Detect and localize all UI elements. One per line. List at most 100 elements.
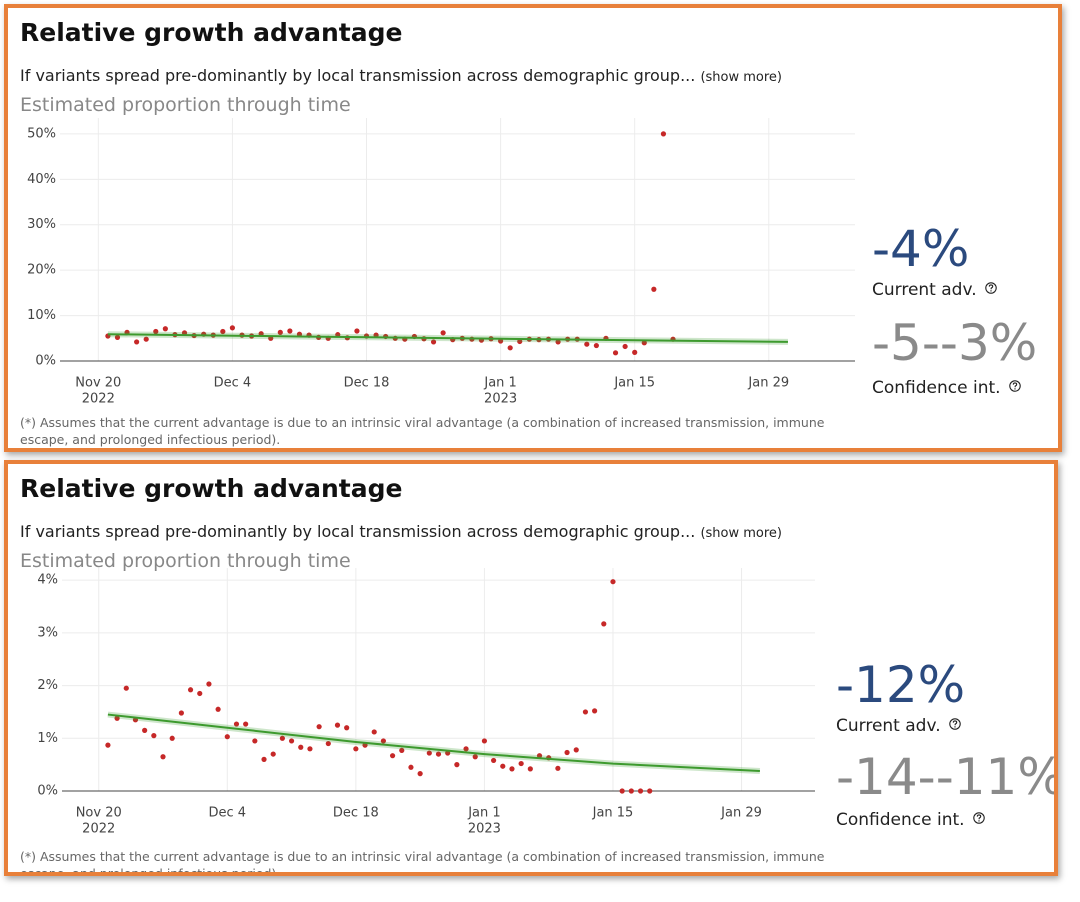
current-value: -4% <box>872 220 970 278</box>
data-point <box>454 762 460 768</box>
data-point <box>224 734 230 740</box>
show-more[interactable]: (show more) <box>700 70 782 85</box>
data-point <box>277 329 283 335</box>
data-point <box>651 286 657 292</box>
data-point <box>555 339 561 345</box>
help-icon[interactable] <box>985 282 997 294</box>
data-point <box>573 747 579 753</box>
data-point <box>233 721 240 727</box>
current-value: -12% <box>836 656 966 714</box>
data-point <box>123 685 129 691</box>
data-point <box>555 765 561 771</box>
chart-title: Estimated proportion through time <box>20 94 351 116</box>
data-point <box>527 766 533 772</box>
data-point <box>647 788 653 794</box>
data-point <box>500 763 506 769</box>
data-point <box>143 336 149 342</box>
confidence-value: -5--3% <box>872 314 1038 372</box>
footnote: (*) Assumes that the current advantage i… <box>20 415 825 447</box>
description-text: If variants spread pre-dominantly by loc… <box>20 66 696 85</box>
data-point <box>584 341 590 347</box>
y-tick-label: 3% <box>37 625 58 640</box>
data-point <box>481 738 488 744</box>
panel: Relative growth advantage If variants spr… <box>4 4 1062 452</box>
data-point <box>151 733 157 739</box>
data-point <box>287 328 293 334</box>
data-point <box>261 756 267 762</box>
data-point <box>619 788 625 794</box>
x-tick-label: Dec 4 <box>209 806 247 821</box>
data-point <box>298 744 304 750</box>
help-icon[interactable] <box>949 718 961 730</box>
data-point <box>463 746 469 752</box>
panel-title: Relative growth advantage <box>20 18 403 47</box>
data-point <box>229 325 236 331</box>
data-point <box>114 715 120 721</box>
data-point <box>354 328 360 334</box>
fit-line <box>107 713 760 772</box>
x-tick-year: 2022 <box>82 822 115 837</box>
y-tick-label: 10% <box>27 308 56 323</box>
panel-title: Relative growth advantage <box>20 474 403 503</box>
data-point <box>178 710 184 716</box>
show-more[interactable]: (show more) <box>700 526 782 541</box>
data-point <box>564 749 570 756</box>
data-point <box>187 687 194 693</box>
x-tick-label: Nov 20 <box>75 376 121 391</box>
confidence-value: -14--11% <box>836 748 1058 806</box>
data-point <box>371 729 377 735</box>
y-tick-label: 40% <box>27 172 56 187</box>
y-tick-label: 2% <box>37 678 58 693</box>
x-tick-label: Jan 1 <box>467 806 500 821</box>
data-point <box>206 681 212 687</box>
data-point <box>632 349 638 355</box>
data-point <box>316 724 322 730</box>
confidence-label: Confidence int. <box>872 378 1001 398</box>
data-point <box>430 339 437 345</box>
data-point <box>660 131 667 137</box>
y-tick-label: 0% <box>37 784 58 799</box>
confidence-label: Confidence int. <box>836 810 965 830</box>
data-point <box>105 742 111 748</box>
data-point <box>592 708 598 714</box>
x-tick-label: Dec 18 <box>344 376 390 391</box>
data-point <box>582 709 589 715</box>
panel: Relative growth advantage If variants spr… <box>4 460 1058 876</box>
data-point <box>507 345 513 351</box>
x-tick-label: Jan 29 <box>747 376 789 391</box>
x-tick-label: Jan 15 <box>592 806 634 821</box>
x-tick-year: 2022 <box>82 392 115 407</box>
y-tick-label: 4% <box>37 573 58 588</box>
data-point <box>344 725 350 731</box>
data-point <box>134 339 140 345</box>
data-point <box>215 706 221 712</box>
data-point <box>601 621 607 627</box>
x-tick-label: Jan 1 <box>483 376 516 391</box>
description-text: If variants spread pre-dominantly by loc… <box>20 522 696 541</box>
x-tick-year: 2023 <box>468 822 501 837</box>
data-point <box>518 760 524 767</box>
data-point <box>612 350 619 356</box>
data-point <box>243 721 249 727</box>
data-point <box>426 750 432 756</box>
data-point <box>472 754 478 760</box>
data-point <box>270 751 276 757</box>
help-icon[interactable] <box>1009 380 1021 392</box>
data-point <box>641 340 647 346</box>
chart-title: Estimated proportion through time <box>20 550 351 572</box>
data-point <box>288 738 295 744</box>
data-point <box>435 751 442 757</box>
data-point <box>307 746 313 752</box>
x-tick-label: Dec 4 <box>214 376 252 391</box>
data-point <box>325 740 331 747</box>
data-point <box>509 766 515 772</box>
data-point <box>114 334 121 340</box>
x-tick-year: 2023 <box>484 392 517 407</box>
x-tick-label: Jan 29 <box>720 806 762 821</box>
data-point <box>197 690 203 697</box>
help-icon[interactable] <box>973 812 985 824</box>
data-point <box>408 764 414 770</box>
data-point <box>593 342 599 349</box>
data-point <box>160 754 166 760</box>
